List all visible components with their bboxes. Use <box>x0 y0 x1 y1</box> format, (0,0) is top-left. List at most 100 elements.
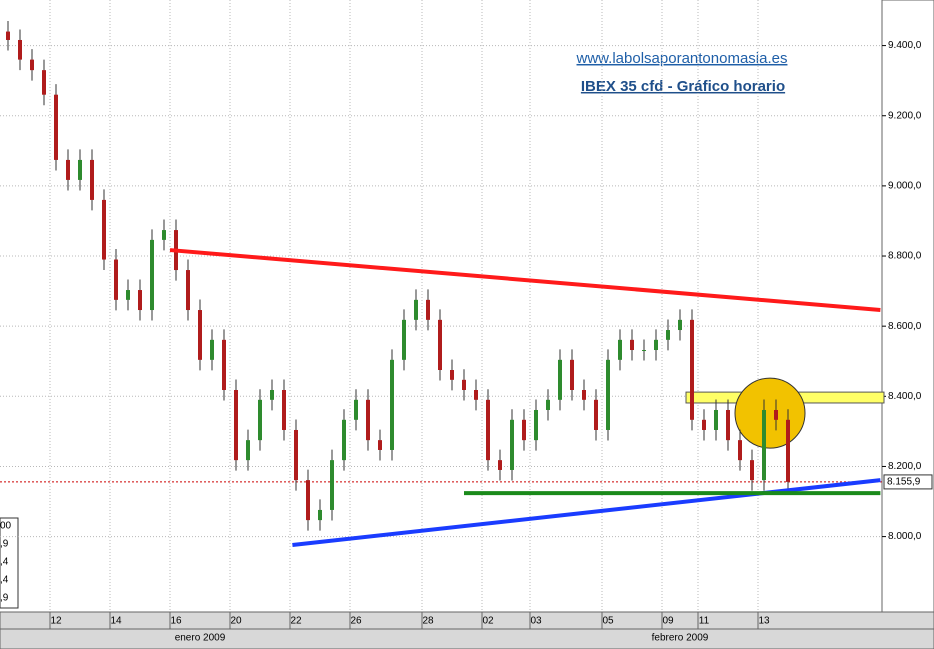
side-panel-text: ,9 <box>0 593 9 604</box>
candle-body <box>534 409 538 441</box>
candle-body <box>642 350 646 352</box>
y-axis-panel <box>881 0 934 613</box>
x-tick-label: 09 <box>662 616 674 627</box>
candle-body <box>438 319 442 371</box>
candle-body <box>258 399 262 441</box>
candle-body <box>582 389 586 400</box>
candle-body <box>594 399 598 430</box>
candle-body <box>342 419 346 461</box>
candle-body <box>6 31 10 40</box>
candle-body <box>714 409 718 430</box>
candle-body <box>54 94 58 160</box>
candle-body <box>282 389 286 430</box>
candle-body <box>66 159 70 180</box>
candle-body <box>318 509 322 521</box>
x-tick-label: 20 <box>230 616 242 627</box>
x-tick-label: 16 <box>170 616 182 627</box>
last-price-label: 8.155,9 <box>887 477 921 488</box>
x-tick-label: 13 <box>758 616 770 627</box>
y-tick-label: 9.000,0 <box>888 181 922 192</box>
candle-body <box>774 409 778 420</box>
candle-body <box>378 440 382 450</box>
candle-body <box>186 270 190 311</box>
x-tick-label: 28 <box>422 616 434 627</box>
candle-body <box>618 339 622 360</box>
candle-body <box>402 319 406 360</box>
candle-body <box>354 399 358 420</box>
candle-body <box>750 460 754 481</box>
x-tick-label: 14 <box>110 616 122 627</box>
candle-body <box>606 359 610 430</box>
candle-body <box>30 59 34 71</box>
trendline <box>169 248 881 313</box>
y-tick-label: 9.400,0 <box>888 40 922 51</box>
candle-body <box>462 379 466 390</box>
candle-body <box>90 159 94 200</box>
candle-body <box>486 399 490 461</box>
x-axis-panel <box>0 611 934 649</box>
x-tick-label: 03 <box>530 616 542 627</box>
candle-body <box>270 389 274 400</box>
candle-body <box>738 440 742 461</box>
x-tick-label: 05 <box>602 616 614 627</box>
candle-body <box>126 290 130 300</box>
candle-body <box>558 359 562 400</box>
last-price-box <box>883 474 933 490</box>
candle-body <box>306 480 310 521</box>
candle-body <box>234 389 238 461</box>
candle-body <box>654 339 658 351</box>
candle-body <box>474 389 478 400</box>
y-tick-label: 8.000,0 <box>888 531 922 542</box>
plot-area <box>0 0 882 612</box>
x-tick-label: 22 <box>290 616 302 627</box>
candle-body <box>786 419 790 482</box>
candle-body <box>78 159 82 180</box>
candle-body <box>690 319 694 420</box>
y-tick-label: 8.200,0 <box>888 461 922 472</box>
x-tick-label: 26 <box>350 616 362 627</box>
candle-body <box>150 239 154 311</box>
trendline <box>292 478 881 548</box>
candle-body <box>726 409 730 441</box>
candle-body <box>138 290 142 311</box>
candle-body <box>498 460 502 470</box>
candle-body <box>390 359 394 450</box>
candle-body <box>546 399 550 410</box>
candle-body <box>210 339 214 360</box>
candle-body <box>414 299 418 320</box>
candle-body <box>450 370 454 380</box>
candle-body <box>426 299 430 320</box>
x-tick-label: 12 <box>50 616 62 627</box>
candle-body <box>630 339 634 351</box>
candle-body <box>294 429 298 481</box>
candle-body <box>666 330 670 340</box>
chart-title: IBEX 35 cfd - Gráfico horario <box>581 78 785 95</box>
candle-body <box>42 70 46 95</box>
month-label: febrero 2009 <box>652 633 709 644</box>
candle-body <box>18 39 22 60</box>
candle-body <box>102 199 106 260</box>
side-panel-text: ,4 <box>0 557 9 568</box>
highlight-circle <box>734 377 806 449</box>
month-label: enero 2009 <box>175 633 226 644</box>
candle-body <box>702 419 706 430</box>
side-panel-text: ,9 <box>0 539 9 550</box>
candle-body <box>246 440 250 461</box>
candle-body <box>330 460 334 510</box>
candle-body <box>510 419 514 470</box>
candle-body <box>570 359 574 390</box>
side-panel-text: ,4 <box>0 575 9 586</box>
x-tick-label: 11 <box>699 616 710 627</box>
subtitle: www.labolsaporantonomasia.es <box>576 50 788 67</box>
candle-body <box>162 230 166 240</box>
candle-body <box>678 319 682 331</box>
candle-body <box>522 419 526 441</box>
y-tick-label: 8.600,0 <box>888 321 922 332</box>
side-panel <box>0 517 19 609</box>
candle-body <box>762 409 766 481</box>
y-tick-label: 8.400,0 <box>888 391 922 402</box>
candle-body <box>222 339 226 390</box>
y-tick-label: 9.200,0 <box>888 110 922 121</box>
x-tick-label: 02 <box>482 616 494 627</box>
